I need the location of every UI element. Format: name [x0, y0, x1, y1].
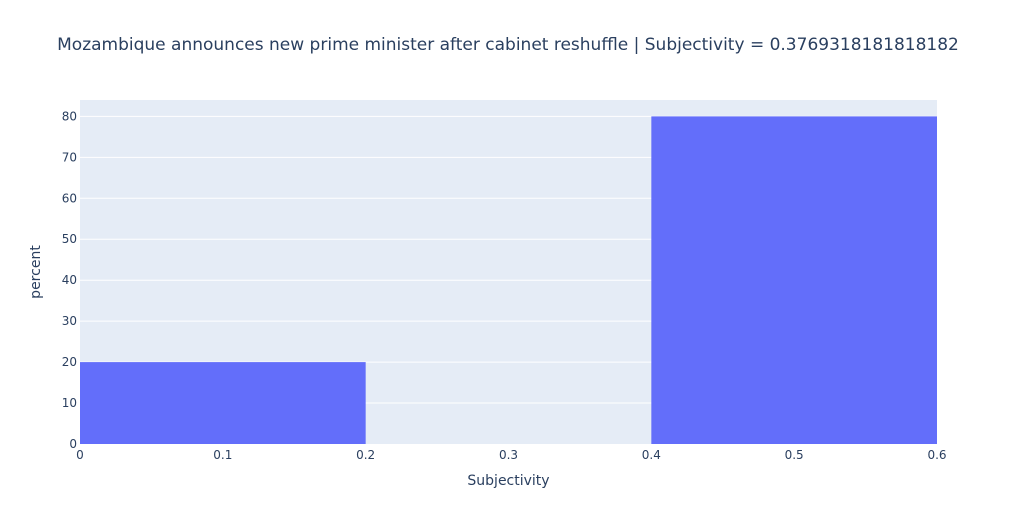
- chart-title: Mozambique announces new prime minister …: [57, 35, 959, 55]
- y-tick-label: 40: [62, 273, 77, 287]
- x-tick-label: 0: [76, 448, 84, 462]
- x-tick-label: 0.2: [356, 448, 375, 462]
- y-axis-title: percent: [28, 245, 44, 299]
- x-axis-ticks: 0 0.1 0.2 0.3 0.4 0.5 0.6: [76, 448, 946, 462]
- x-axis-title: Subjectivity: [467, 473, 549, 489]
- bars: [80, 116, 937, 444]
- y-tick-label: 0: [69, 437, 77, 451]
- y-axis-ticks: 0 10 20 30 40 50 60 70 80: [62, 109, 77, 451]
- x-tick-label: 0.1: [213, 448, 232, 462]
- y-tick-label: 80: [62, 109, 77, 123]
- histogram-bar[interactable]: [651, 116, 937, 444]
- x-tick-label: 0.4: [642, 448, 661, 462]
- x-tick-label: 0.6: [927, 448, 946, 462]
- y-tick-label: 30: [62, 314, 77, 328]
- x-tick-label: 0.5: [785, 448, 804, 462]
- histogram-bar[interactable]: [80, 362, 366, 444]
- y-tick-label: 50: [62, 232, 77, 246]
- y-tick-label: 60: [62, 191, 77, 205]
- y-tick-label: 10: [62, 396, 77, 410]
- x-tick-label: 0.3: [499, 448, 518, 462]
- y-tick-label: 70: [62, 150, 77, 164]
- y-tick-label: 20: [62, 355, 77, 369]
